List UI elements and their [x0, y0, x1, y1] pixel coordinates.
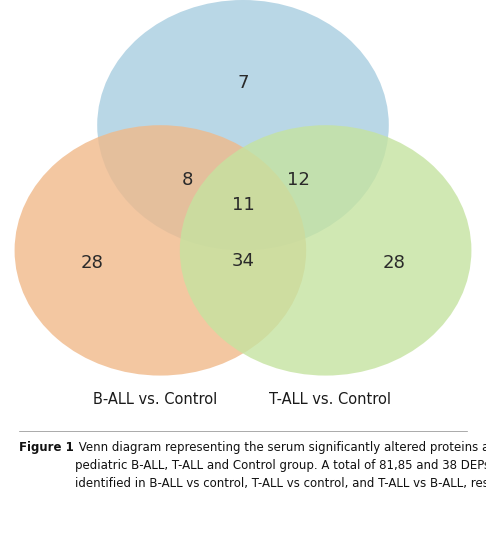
Circle shape	[97, 0, 389, 250]
Text: 28: 28	[382, 254, 405, 272]
Text: 8: 8	[181, 171, 193, 189]
Text: 7: 7	[237, 74, 249, 93]
Text: 28: 28	[81, 254, 104, 272]
Text: Venn diagram representing the serum significantly altered proteins among
pediatr: Venn diagram representing the serum sign…	[75, 441, 486, 491]
Text: 11: 11	[232, 196, 254, 215]
Circle shape	[15, 125, 306, 376]
Text: Figure 1: Figure 1	[19, 441, 74, 454]
Circle shape	[180, 125, 471, 376]
Text: 34: 34	[231, 252, 255, 270]
Text: B-ALL vs. Control: B-ALL vs. Control	[93, 392, 218, 407]
Text: T-ALL vs. Control: T-ALL vs. Control	[269, 392, 392, 407]
Text: 12: 12	[287, 171, 311, 189]
